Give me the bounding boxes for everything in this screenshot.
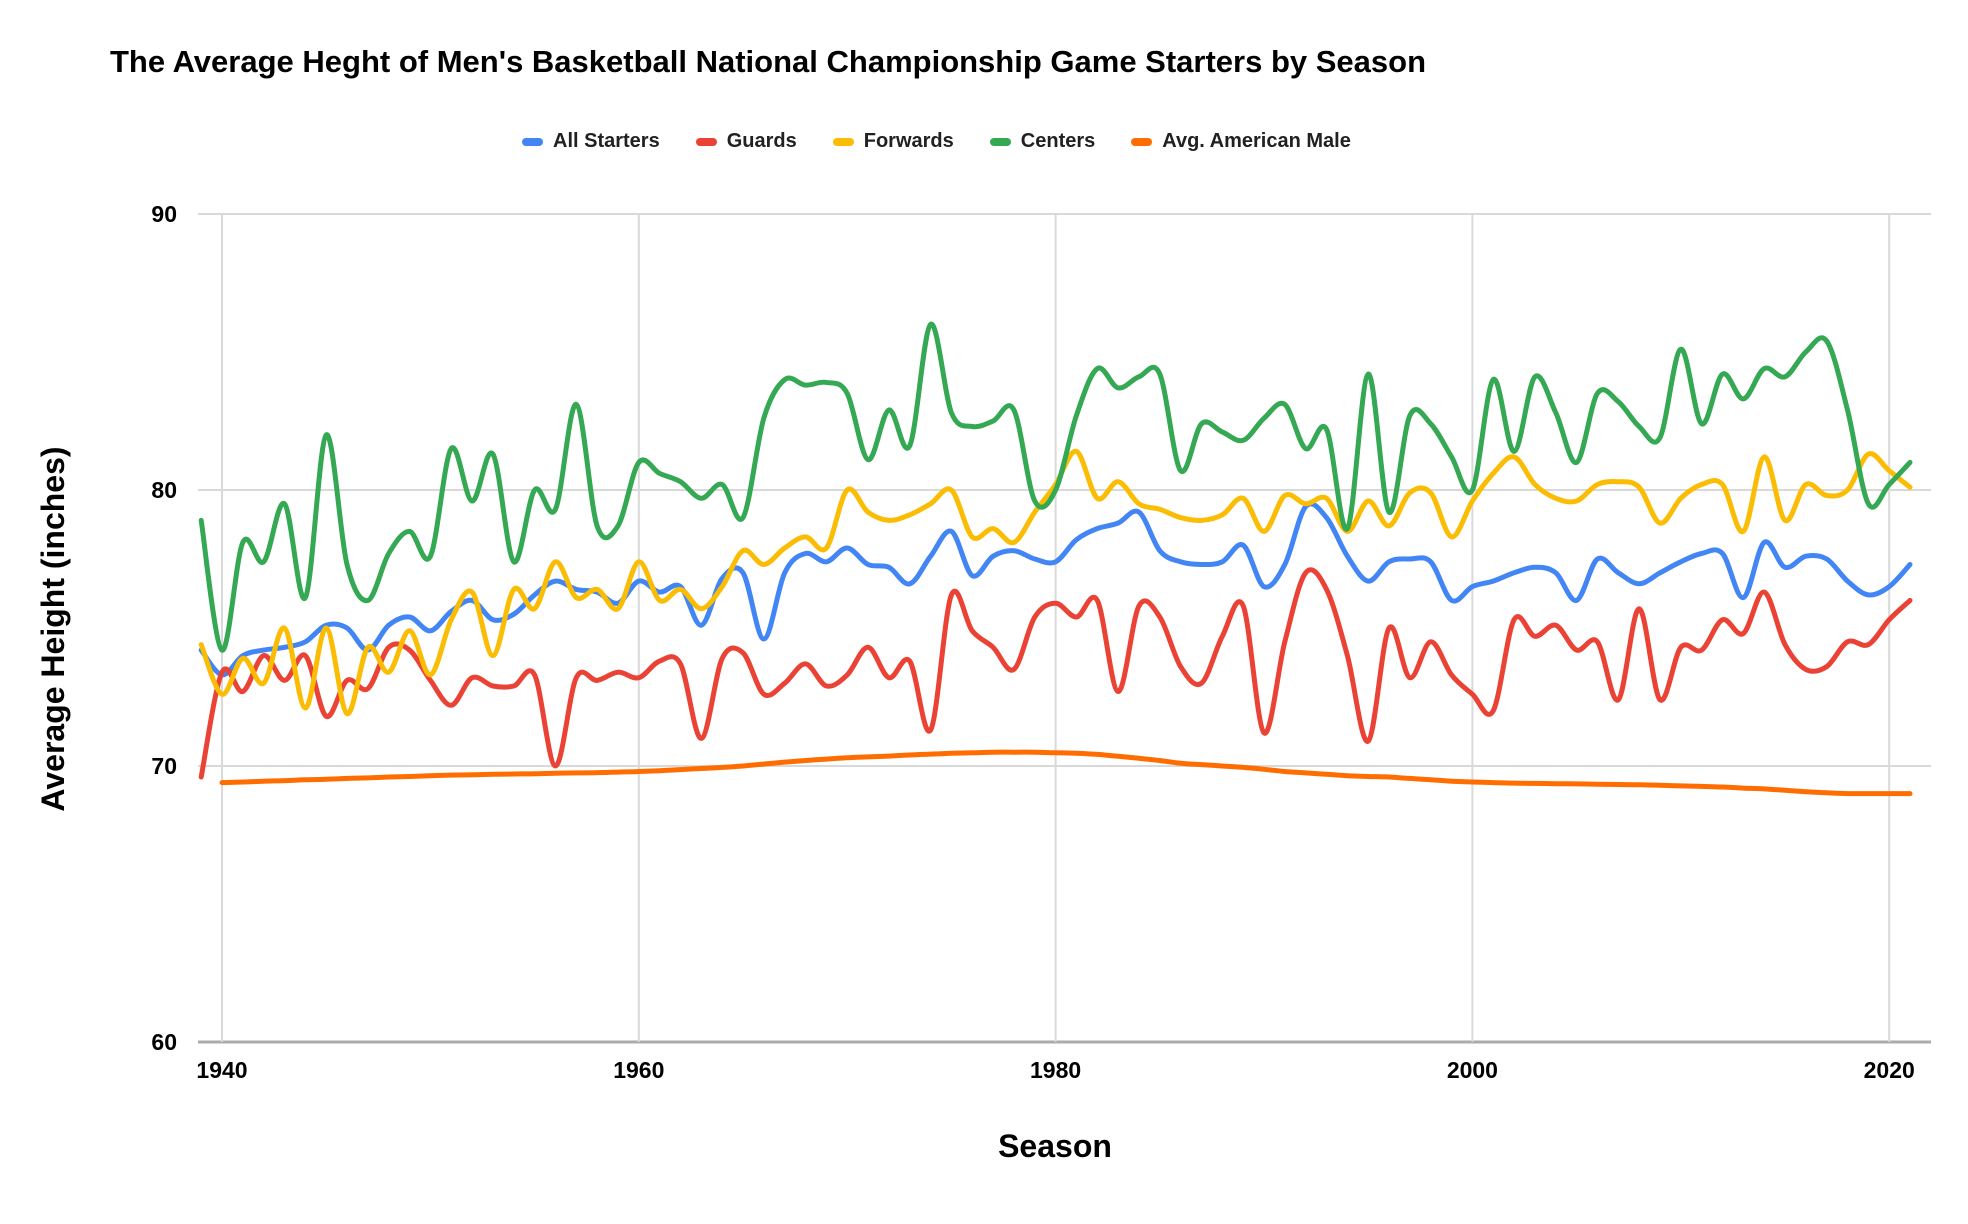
- legend-item-forwards: Forwards: [832, 130, 954, 153]
- legend-item-avg-american-male: Avg. American Male: [1131, 130, 1351, 153]
- legend-label-forwards: Forwards: [863, 130, 954, 152]
- legend-label-avg-american-male: Avg. American Male: [1162, 130, 1351, 152]
- legend-label-all-starters: All Starters: [553, 130, 660, 152]
- legend-item-all-starters: All Starters: [522, 130, 660, 153]
- x-tick-1960: 1960: [613, 1057, 664, 1083]
- series-line-forwards: [198, 448, 1913, 717]
- y-tick-60: 60: [151, 1029, 177, 1055]
- legend-item-centers: Centers: [989, 130, 1096, 153]
- legend: All Starters Guards Forwards Centers Avg…: [522, 130, 1351, 153]
- series-line-avg-american-male: [219, 749, 1913, 797]
- legend-label-centers: Centers: [1020, 130, 1096, 152]
- y-tick-70: 70: [151, 753, 177, 779]
- forwards-swatch-icon: [832, 137, 854, 146]
- all-starters-swatch-icon: [522, 137, 543, 146]
- series-line-guards: [198, 567, 1913, 780]
- x-tick-1980: 1980: [1030, 1057, 1081, 1083]
- x-tick-1940: 1940: [196, 1057, 247, 1083]
- chart-title: The Average Heght of Men's Basketball Na…: [110, 44, 1427, 79]
- y-tick-80: 80: [151, 477, 177, 503]
- series-line-all-starters: [198, 501, 1913, 678]
- x-axis-title: Season: [998, 1128, 1112, 1164]
- legend-item-guards: Guards: [695, 130, 797, 153]
- y-tick-90: 90: [151, 201, 177, 227]
- x-tick-2000: 2000: [1447, 1057, 1498, 1083]
- guards-swatch-icon: [695, 137, 717, 146]
- series-line-centers: [198, 321, 1913, 653]
- centers-swatch-icon: [989, 137, 1011, 146]
- avg-american-male-swatch-icon: [1131, 137, 1153, 146]
- x-tick-2020: 2020: [1864, 1057, 1915, 1083]
- legend-label-guards: Guards: [726, 130, 797, 152]
